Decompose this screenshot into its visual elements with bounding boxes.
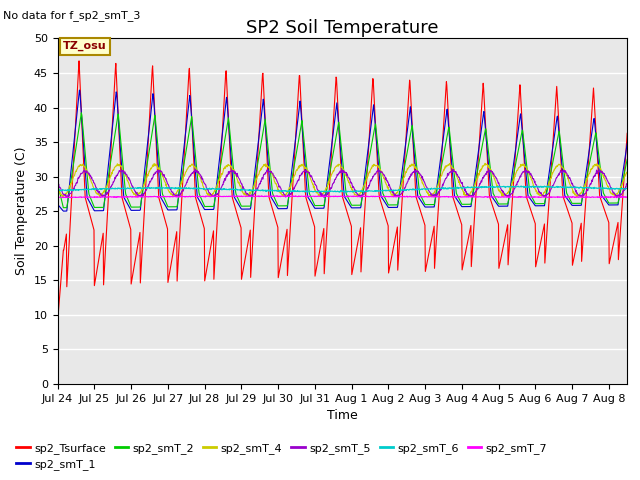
X-axis label: Time: Time [327,409,358,422]
Legend: sp2_Tsurface, sp2_smT_1, sp2_smT_2, sp2_smT_4, sp2_smT_5, sp2_smT_6, sp2_smT_7: sp2_Tsurface, sp2_smT_1, sp2_smT_2, sp2_… [12,438,552,474]
Text: TZ_osu: TZ_osu [63,41,107,51]
Title: SP2 Soil Temperature: SP2 Soil Temperature [246,19,438,37]
Text: No data for f_sp2_smT_3: No data for f_sp2_smT_3 [3,10,141,21]
Y-axis label: Soil Temperature (C): Soil Temperature (C) [15,147,28,276]
